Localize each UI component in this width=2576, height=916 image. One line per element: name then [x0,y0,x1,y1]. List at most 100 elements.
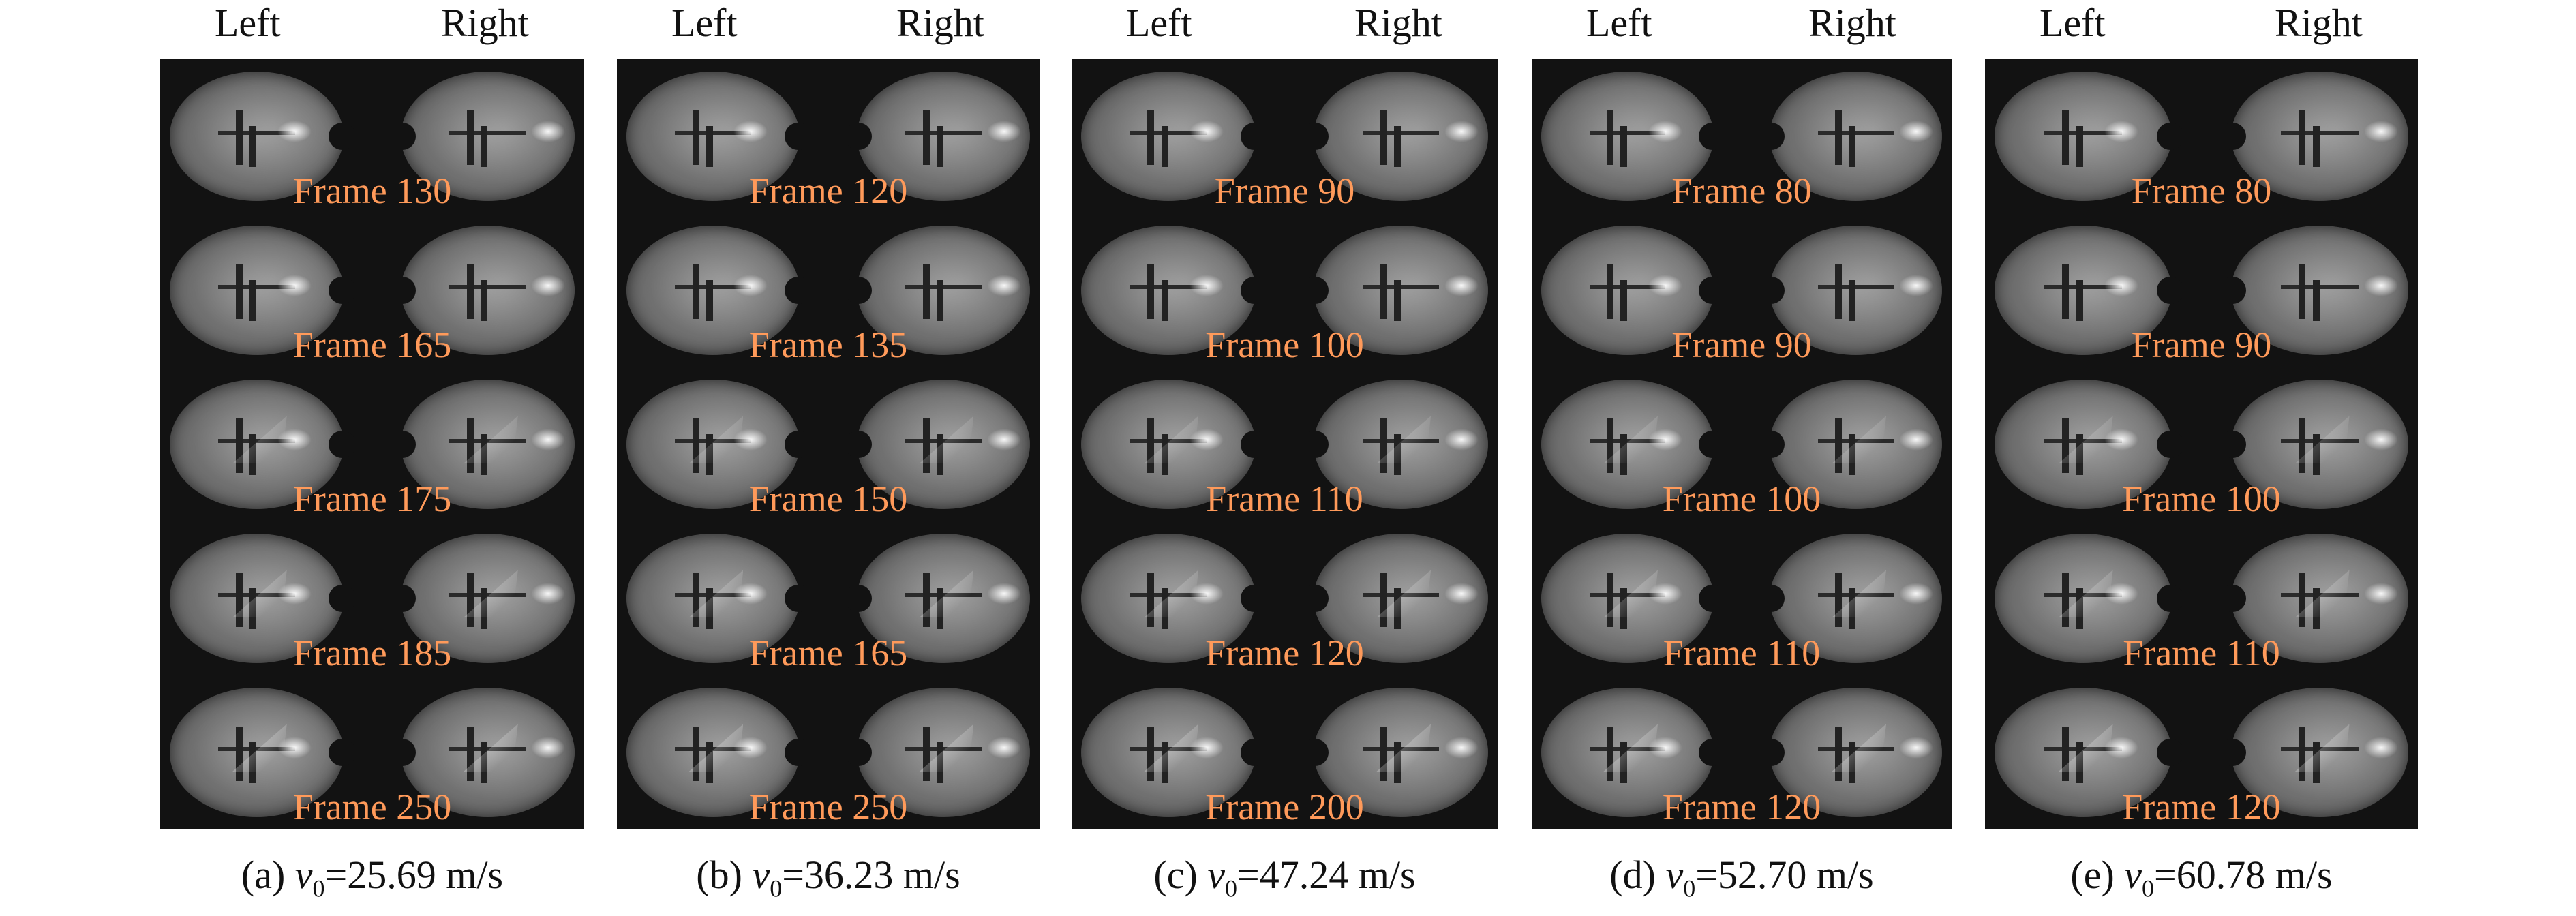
specimen-image-left [1541,534,1726,663]
notch-shape [1757,277,1785,304]
gauge-bar [675,439,751,444]
velocity-subscript: 0 [1683,874,1696,902]
specimen-image-right [389,688,575,817]
frame-row: Frame 110 [1072,367,1498,521]
bright-spot [277,121,312,143]
frame-label: Frame 185 [292,632,452,673]
gauge-wire [249,433,257,475]
specimen-image-left [1995,226,2184,355]
gauge-bar [1130,131,1207,136]
notch-shape [785,585,812,612]
header-right-a: Right [441,1,529,45]
notch-shape [389,585,416,612]
gauge-wire [692,727,699,781]
notch-shape [329,739,356,766]
bright-spot [1189,275,1224,297]
specimen-image-right [1757,534,1942,663]
specimen-image-right [845,72,1030,201]
gauge-wire [922,572,930,627]
notch-shape [1757,431,1785,458]
velocity-value: =60.78 m/s [2154,853,2333,897]
notch-shape [845,123,872,150]
gauge-wire [1607,264,1614,319]
bright-spot [733,429,768,451]
notch-shape [2219,739,2246,766]
specimen-image-left [626,688,812,817]
panel-caption-d: (d) v0=52.70 m/s [1532,852,1952,903]
gauge-wire [2076,279,2083,321]
gauge-wire [2298,110,2305,165]
panel-caption-a: (a) v0=25.69 m/s [160,852,584,903]
header-left-b: Left [671,1,738,45]
specimen-image-left [170,226,356,355]
header-right-e: Right [2275,1,2363,45]
gauge-bar [1817,285,1894,290]
frame-label: Frame 120 [748,170,908,211]
specimen-image-right [845,380,1030,509]
bright-spot [531,429,566,451]
gauge-wire [235,727,243,781]
gauge-wire [1835,418,1843,473]
gauge-wire [1849,433,1856,475]
frame-label: Frame 250 [748,787,908,827]
specimen-image-right [1301,534,1488,663]
bright-spot [1189,121,1224,143]
specimen-image-right [389,226,575,355]
bright-spot [1898,737,1933,759]
gauge-wire [2061,264,2069,319]
gauge-wire [2312,125,2320,167]
caption-label: (a) [241,853,295,897]
notch-shape [2157,431,2184,458]
specimen-image-right [845,534,1030,663]
notch-shape [845,431,872,458]
bright-spot [1648,429,1682,451]
gauge-bar [1817,131,1894,136]
notch-shape [389,739,416,766]
gauge-bar [449,285,526,290]
bright-spot [1898,275,1933,297]
bright-spot [1648,275,1682,297]
bright-spot [2364,275,2398,297]
specimen-image-left [1995,72,2184,201]
specimen-image-right [845,226,1030,355]
notch-shape [845,277,872,304]
specimen-image-right [1301,72,1488,201]
frame-row: Frame 120 [1985,675,2418,829]
bright-spot [1898,429,1933,451]
gauge-bar [449,747,526,752]
gauge-bar [675,747,751,752]
notch-shape [1757,585,1785,612]
notch-shape [785,277,812,304]
gauge-bar [905,747,982,752]
notch-shape [1301,739,1329,766]
gauge-wire [706,279,713,321]
gauge-wire [2298,418,2305,473]
frame-label: Frame 150 [748,478,908,519]
notch-shape [2157,739,2184,766]
frame-row: Frame 110 [1985,521,2418,675]
gauge-bar [1589,593,1666,598]
gauge-wire [922,727,930,781]
velocity-value: =47.24 m/s [1237,853,1416,897]
frame-row: Frame 120 [617,59,1040,213]
gauge-wire [1620,125,1628,167]
gauge-wire [2061,418,2069,473]
frame-label: Frame 165 [748,632,908,673]
specimen-image-left [1995,380,2184,509]
velocity-symbol: v [752,853,770,897]
gauge-bar [675,131,751,136]
notch-shape [329,585,356,612]
gauge-wire [922,110,930,165]
header-left-c: Left [1126,1,1192,45]
frame-row: Frame 80 [1532,59,1952,213]
frame-row: Frame 200 [1072,675,1498,829]
gauge-wire [1147,572,1155,627]
gauge-bar [2044,593,2123,598]
gauge-wire [692,110,699,165]
specimen-image-left [1081,72,1268,201]
panel-e: Frame 80 Frame 90 Frame 100 Frame 110 Frame … [1985,59,2418,829]
gauge-wire [2061,110,2069,165]
frame-row: Frame 250 [617,675,1040,829]
panel-a: Frame 130 Frame 165 Frame 175 Frame 185 Fram… [160,59,584,829]
specimen-image-left [1081,380,1268,509]
